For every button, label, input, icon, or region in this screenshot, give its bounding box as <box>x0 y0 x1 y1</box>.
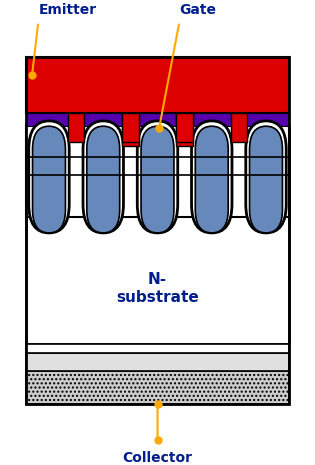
Bar <box>26 371 289 404</box>
Bar <box>26 113 289 126</box>
Bar <box>26 57 289 404</box>
Text: Gate: Gate <box>180 3 216 17</box>
FancyBboxPatch shape <box>29 121 69 233</box>
Bar <box>26 57 289 113</box>
FancyBboxPatch shape <box>141 126 174 233</box>
Bar <box>26 126 289 344</box>
Bar <box>68 113 84 142</box>
FancyBboxPatch shape <box>195 126 228 233</box>
FancyBboxPatch shape <box>249 126 283 233</box>
Bar <box>122 113 139 146</box>
FancyBboxPatch shape <box>32 126 66 233</box>
Bar <box>26 126 289 217</box>
Text: Emitter: Emitter <box>38 3 96 17</box>
Bar <box>176 113 193 146</box>
FancyBboxPatch shape <box>246 121 286 233</box>
FancyBboxPatch shape <box>137 121 178 233</box>
FancyBboxPatch shape <box>87 126 120 233</box>
Bar <box>176 113 193 142</box>
Bar <box>26 353 289 371</box>
Bar <box>26 344 289 353</box>
FancyBboxPatch shape <box>192 121 232 233</box>
FancyBboxPatch shape <box>83 121 123 233</box>
Text: N-
substrate: N- substrate <box>116 272 199 305</box>
Bar <box>122 113 139 142</box>
Text: Collector: Collector <box>123 451 192 465</box>
Bar <box>231 113 247 142</box>
